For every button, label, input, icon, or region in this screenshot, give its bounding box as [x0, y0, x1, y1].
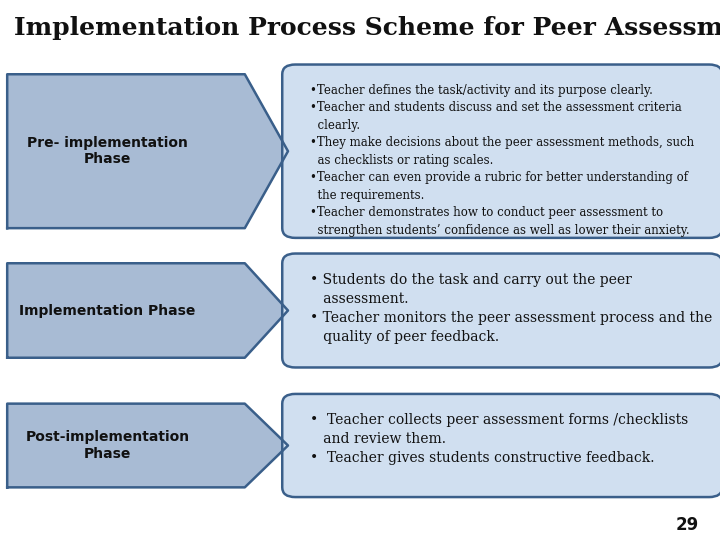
- FancyBboxPatch shape: [282, 394, 720, 497]
- Text: Implementation Process Scheme for Peer Assessment: Implementation Process Scheme for Peer A…: [14, 16, 720, 40]
- Text: • Students do the task and carry out the peer
   assessment.
• Teacher monitors : • Students do the task and carry out the…: [310, 273, 712, 344]
- FancyBboxPatch shape: [282, 65, 720, 238]
- Text: Implementation Phase: Implementation Phase: [19, 303, 196, 318]
- Polygon shape: [7, 75, 288, 228]
- Text: 29: 29: [675, 516, 698, 534]
- Text: Post-implementation
Phase: Post-implementation Phase: [26, 430, 189, 461]
- Text: Pre- implementation
Phase: Pre- implementation Phase: [27, 136, 188, 166]
- Text: •Teacher defines the task/activity and its purpose clearly.
•Teacher and student: •Teacher defines the task/activity and i…: [310, 84, 694, 237]
- FancyBboxPatch shape: [282, 254, 720, 367]
- Polygon shape: [7, 404, 288, 487]
- Polygon shape: [7, 263, 288, 357]
- Text: •  Teacher collects peer assessment forms /checklists
   and review them.
•  Tea: • Teacher collects peer assessment forms…: [310, 414, 688, 465]
